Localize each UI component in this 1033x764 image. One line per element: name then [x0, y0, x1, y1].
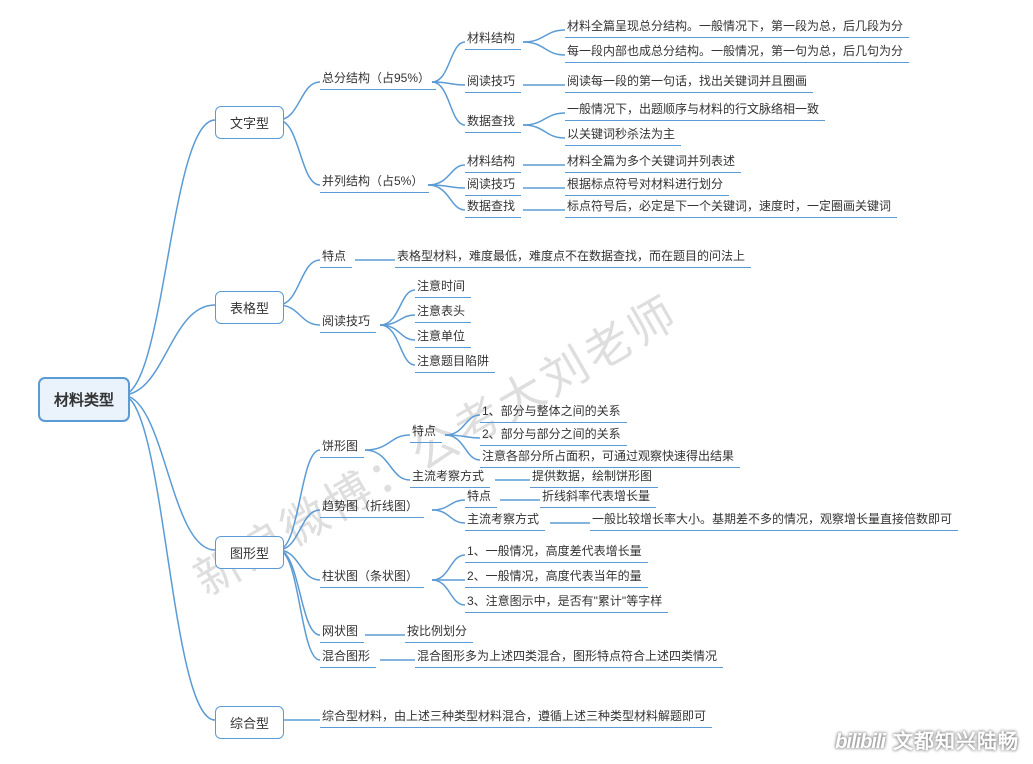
text-zf-read: 阅读技巧: [465, 69, 521, 93]
text-zf-find: 数据查找: [465, 109, 521, 133]
leaf: 标点符号后，必定是下一个关键词，速度时，一定圈画关键词: [565, 194, 897, 218]
credit-text: bilibili 文都知兴陆畅: [835, 725, 1019, 754]
type-figure: 图形型: [215, 536, 284, 569]
leaf: 1、部分与整体之间的关系: [480, 399, 627, 423]
leaf: 混合图形多为上述四类混合，图形特点符合上述四类情况: [415, 644, 723, 668]
leaf: 2、一般情况，高度代表当年的量: [465, 564, 648, 588]
type-table: 表格型: [215, 291, 284, 324]
type-text: 文字型: [215, 106, 284, 139]
leaf: 3、注意图示中，是否有"累计"等字样: [465, 589, 668, 613]
leaf: 材料全篇为多个关键词并列表述: [565, 149, 741, 173]
leaf: 按比例划分: [405, 619, 473, 643]
fig-pie: 饼形图: [320, 434, 364, 458]
fig-trend: 趋势图（折线图）: [320, 494, 424, 518]
leaf: 注意时间: [415, 274, 471, 298]
type-composite: 综合型: [215, 706, 284, 739]
text-zf-struct: 材料结构: [465, 26, 521, 50]
leaf: 材料全篇呈现总分结构。一般情况下，第一段为总，后几段为分: [565, 14, 909, 38]
text-zongfen: 总分结构（占95%）: [320, 66, 436, 90]
leaf: 注意表头: [415, 299, 471, 323]
fig-net: 网状图: [320, 619, 364, 643]
leaf: 一般比较增长率大小。基期差不多的情况，观察增长量直接倍数即可: [590, 507, 958, 531]
leaf: 每一段内部也成总分结构。一般情况，第一句为总，后几句为分: [565, 39, 909, 63]
fig-trend-exam: 主流考察方式: [465, 507, 545, 531]
credit-label: 文都知兴陆畅: [893, 731, 1019, 753]
text-bl-read: 阅读技巧: [465, 172, 521, 196]
composite-leaf: 综合型材料，由上述三种类型材料混合，遵循上述三种类型材料解题即可: [320, 704, 712, 728]
root-node: 材料类型: [38, 377, 130, 422]
fig-mixed: 混合图形: [320, 644, 376, 668]
leaf: 以关键词秒杀法为主: [565, 122, 681, 146]
text-bl-find: 数据查找: [465, 194, 521, 218]
leaf: 1、一般情况，高度差代表增长量: [465, 539, 648, 563]
text-binglie: 并列结构（占5%）: [320, 169, 429, 193]
leaf: 2、部分与部分之间的关系: [480, 422, 627, 446]
leaf: 阅读每一段的第一句话，找出关键词并且圈画: [565, 69, 813, 93]
leaf: 注意单位: [415, 324, 471, 348]
fig-pie-feature: 特点: [410, 419, 442, 443]
table-read: 阅读技巧: [320, 309, 376, 333]
bilibili-logo: bilibili: [835, 731, 885, 753]
leaf: 表格型材料，难度最低，难度点不在数据查找，而在题目的问法上: [395, 244, 751, 268]
text-bl-struct: 材料结构: [465, 149, 521, 173]
leaf: 折线斜率代表增长量: [540, 484, 656, 508]
fig-trend-feature: 特点: [465, 484, 497, 508]
fig-bar: 柱状图（条状图）: [320, 564, 424, 588]
leaf: 注意题目陷阱: [415, 349, 495, 373]
leaf: 一般情况下，出题顺序与材料的行文脉络相一致: [565, 97, 825, 121]
table-feature: 特点: [320, 244, 352, 268]
leaf: 根据标点符号对材料进行划分: [565, 172, 729, 196]
